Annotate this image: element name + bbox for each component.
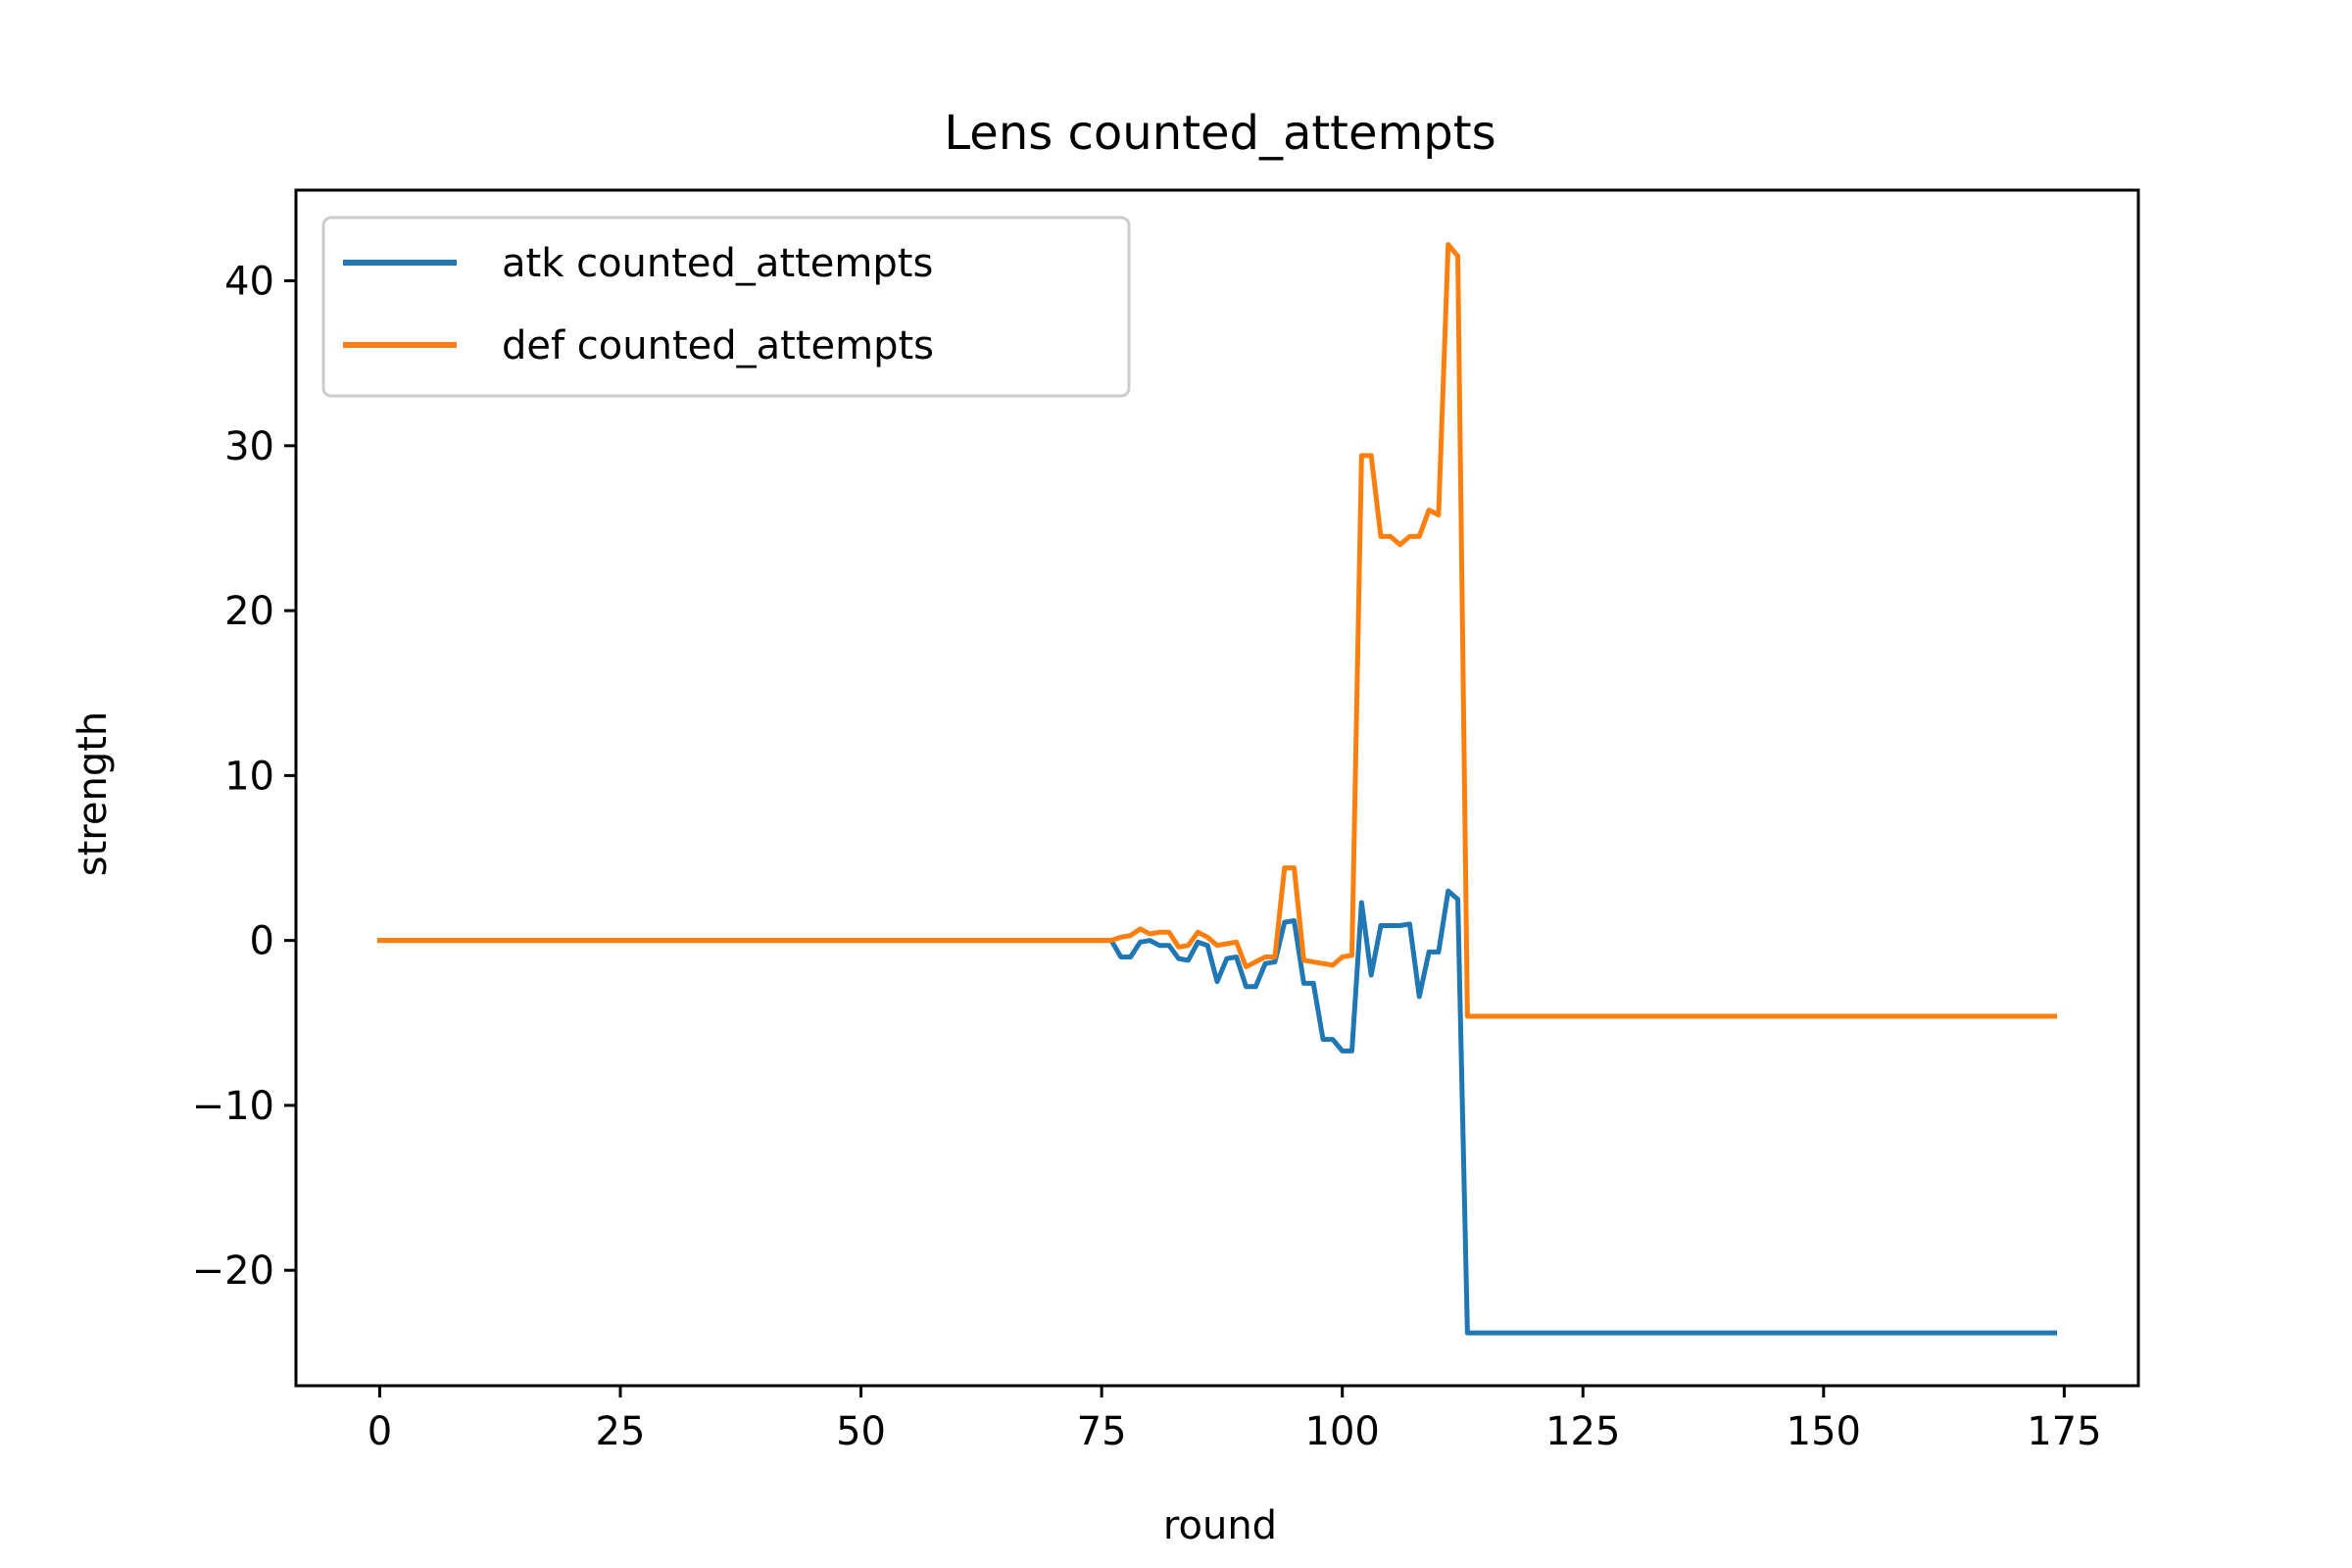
x-tick-label: 125 [1545,1409,1620,1454]
y-tick-label: 40 [224,260,274,305]
series-layer [376,242,2058,1336]
plot-frame [294,188,2140,1388]
y-tick-label: −10 [192,1084,274,1129]
x-tick-label: 75 [1077,1409,1127,1454]
series-line-atk [376,888,2058,1336]
x-tick-label: 0 [368,1409,392,1454]
x-tick-label: 175 [2027,1409,2101,1454]
y-tick-label: 10 [224,754,274,799]
x-axis-label: round [1163,1503,1277,1548]
y-axis-label: strength [71,711,116,876]
y-tick-label: 0 [250,919,274,964]
legend-label-def: def counted_attempts [502,323,934,368]
x-tick-label: 25 [596,1409,646,1454]
legend-label-atk: atk counted_attempts [502,241,933,286]
legend-box [321,216,1131,398]
y-tick-label: 30 [224,424,274,469]
x-tick-label: 100 [1305,1409,1380,1454]
x-axis: 0 25 50 75 100 125 150 175 [368,1386,2102,1454]
y-axis: −20 −10 0 10 20 30 40 [192,260,296,1294]
y-tick-label: −20 [192,1249,274,1294]
x-tick-label: 150 [1787,1409,1861,1454]
y-tick-label: 20 [224,589,274,634]
chart-title: Lens counted_attempts [944,106,1495,161]
legend: atk counted_attempts def counted_attempt… [321,216,1131,398]
x-tick-label: 50 [836,1409,886,1454]
series-line-def [376,242,2058,1019]
